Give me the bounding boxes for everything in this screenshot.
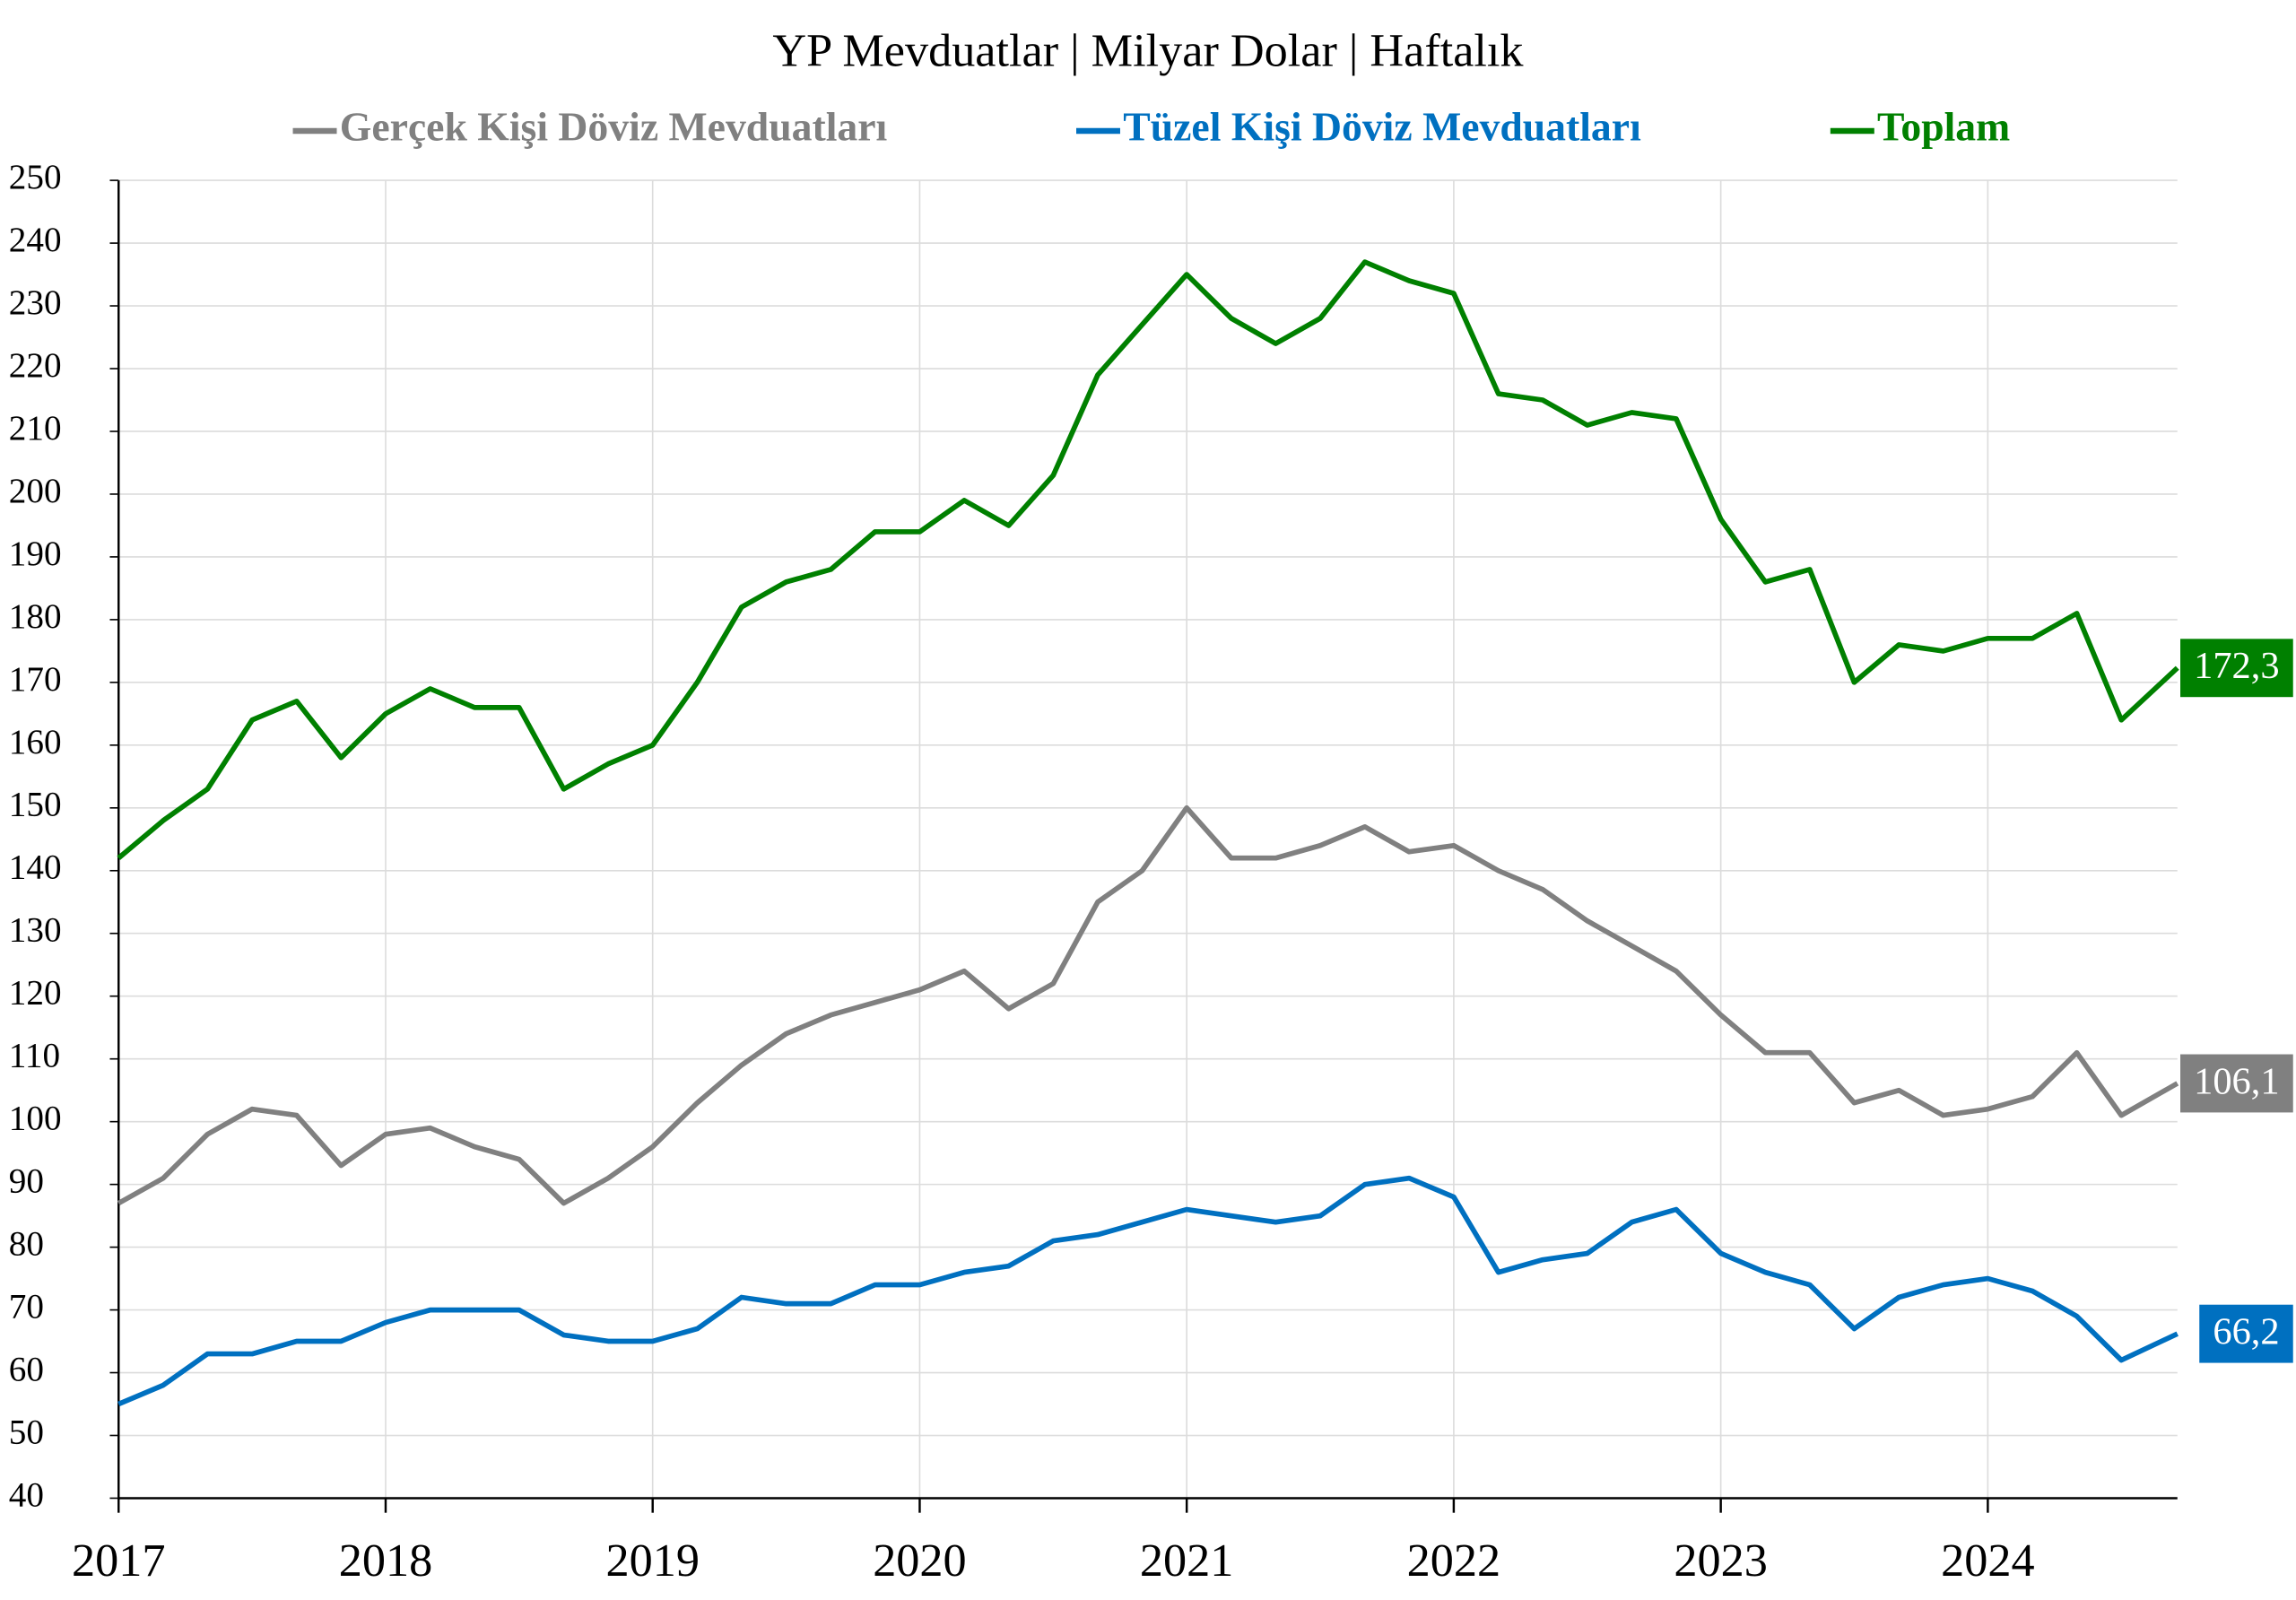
x-tick-label: 2021 (1140, 1535, 1233, 1587)
x-tick-label: 2018 (339, 1535, 432, 1587)
end-label: 66,2 (2213, 1311, 2279, 1353)
chart-title: YP Mevduatlar | Milyar Dolar | Haftalık (772, 26, 1524, 77)
x-tick-label: 2020 (873, 1535, 966, 1587)
series-line (117, 1175, 2179, 1407)
y-tick-label: 110 (9, 1037, 60, 1075)
y-tick-label: 80 (9, 1225, 44, 1264)
y-tick-label: 100 (9, 1100, 62, 1138)
y-tick-label: 230 (9, 283, 62, 322)
y-tick-label: 120 (9, 974, 62, 1013)
end-label-box (2199, 1304, 2293, 1363)
end-label: 106,1 (2194, 1060, 2279, 1102)
y-tick-label: 220 (9, 346, 62, 385)
end-label-box (2180, 1054, 2293, 1113)
y-tick-label: 90 (9, 1162, 44, 1201)
x-tick-label: 2024 (1941, 1535, 2034, 1587)
x-tick-label: 2023 (1674, 1535, 1767, 1587)
y-tick-label: 140 (9, 848, 62, 887)
legend-label: Gerçek Kişi Döviz Mevduatları (340, 104, 887, 150)
y-tick-label: 200 (9, 472, 62, 510)
series-line (117, 804, 2179, 1206)
legend-label: Tüzel Kişi Döviz Mevduatları (1123, 104, 1641, 150)
y-tick-label: 170 (9, 660, 62, 699)
legend-label: Toplam (1877, 104, 2010, 150)
y-tick-label: 180 (9, 597, 62, 636)
y-tick-label: 60 (9, 1351, 44, 1389)
end-label-box (2180, 639, 2293, 698)
y-tick-label: 250 (9, 158, 62, 196)
y-tick-label: 240 (9, 221, 62, 259)
x-tick-label: 2022 (1407, 1535, 1500, 1587)
x-tick-label: 2017 (72, 1535, 165, 1587)
y-tick-label: 70 (9, 1288, 44, 1326)
y-tick-label: 130 (9, 911, 62, 950)
y-tick-label: 210 (9, 409, 62, 448)
y-tick-label: 150 (9, 786, 62, 824)
y-tick-label: 190 (9, 535, 62, 573)
end-label: 172,3 (2194, 645, 2279, 687)
y-tick-label: 40 (9, 1476, 44, 1515)
y-tick-label: 50 (9, 1413, 44, 1452)
y-tick-label: 160 (9, 723, 62, 761)
series-line (117, 259, 2179, 860)
x-tick-label: 2019 (605, 1535, 699, 1587)
